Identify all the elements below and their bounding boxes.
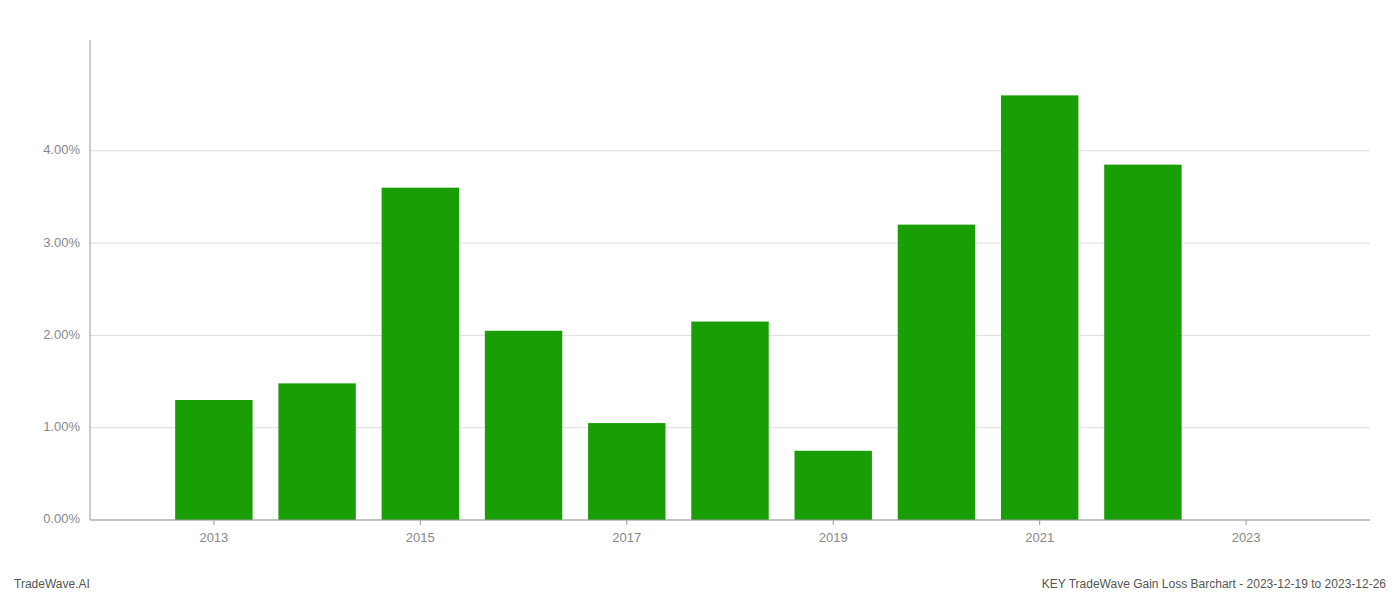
x-tick <box>1246 520 1247 525</box>
bar <box>382 188 459 520</box>
bar <box>691 322 768 520</box>
grid-line <box>90 520 1370 521</box>
x-tick-label: 2023 <box>1232 530 1261 545</box>
x-tick <box>1039 520 1040 525</box>
bar <box>588 423 665 520</box>
chart: 0.00% 1.00% 2.00% 3.00% 4.00% 2013 2015 2017 201… <box>0 0 1400 600</box>
x-tick <box>213 520 214 525</box>
axes: 0.00% 1.00% 2.00% 3.00% 4.00% 2013 2015 2017 201… <box>43 40 1370 545</box>
y-tick-label: 1.00% <box>43 419 80 434</box>
x-tick-label: 2021 <box>1025 530 1054 545</box>
x-tick-label: 2013 <box>199 530 228 545</box>
bar <box>278 383 355 520</box>
x-tick <box>626 520 627 525</box>
x-tick-label: 2019 <box>819 530 848 545</box>
bar <box>175 400 252 520</box>
y-tick-label: 0.00% <box>43 511 80 526</box>
y-axis-line <box>90 40 91 520</box>
bar <box>1001 95 1078 520</box>
y-tick-label: 2.00% <box>43 327 80 342</box>
bar <box>1104 165 1181 520</box>
grid-line <box>90 150 1370 151</box>
page: {"chart_data": {"type": "bar", "x": [201… <box>0 0 1400 600</box>
x-tick-label: 2017 <box>612 530 641 545</box>
x-tick-label: 2015 <box>406 530 435 545</box>
x-axis-line <box>90 520 1370 521</box>
bars <box>175 95 1181 520</box>
y-tick-label: 3.00% <box>43 235 80 250</box>
y-tick-label: 4.00% <box>43 142 80 157</box>
footer: TradeWave.AI KEY TradeWave Gain Loss Barc… <box>14 577 1386 591</box>
x-tick <box>833 520 834 525</box>
bar <box>898 225 975 520</box>
footer-left: TradeWave.AI <box>14 577 90 591</box>
bar <box>795 451 872 520</box>
bar <box>485 331 562 520</box>
footer-right: KEY TradeWave Gain Loss Barchart - 2023-… <box>1042 577 1387 591</box>
grid <box>90 151 1370 520</box>
x-tick <box>420 520 421 525</box>
